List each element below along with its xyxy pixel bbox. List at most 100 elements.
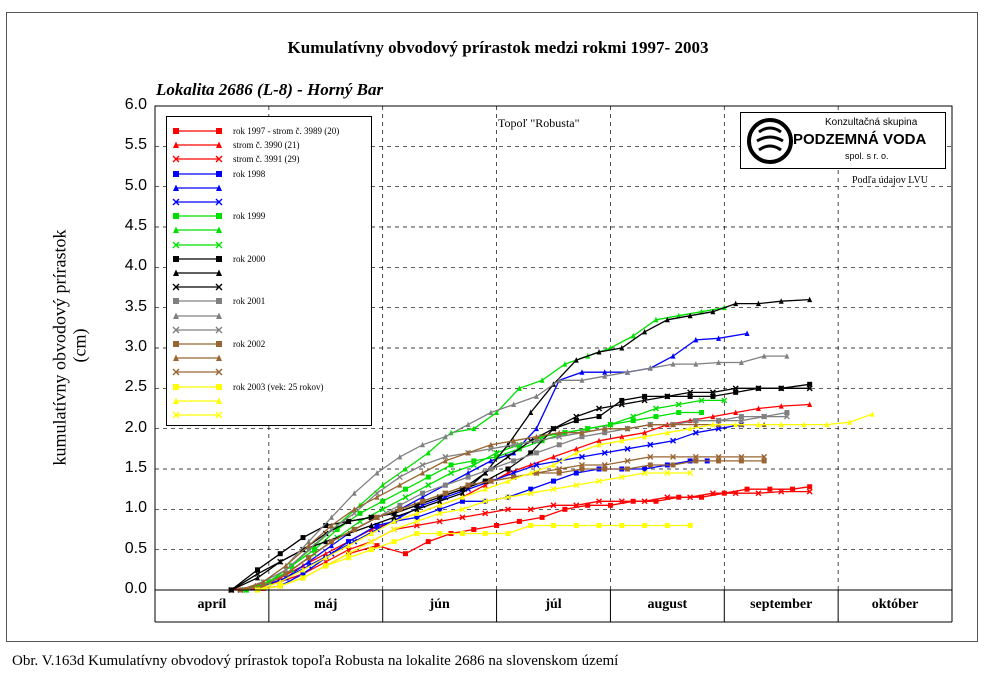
data-point xyxy=(216,269,222,276)
data-point xyxy=(505,466,511,472)
data-point xyxy=(539,514,545,520)
data-point xyxy=(556,442,562,448)
data-point xyxy=(778,385,785,392)
data-point xyxy=(755,421,761,428)
data-point xyxy=(172,411,180,419)
legend-swatch xyxy=(173,383,222,390)
data-point xyxy=(738,414,744,420)
data-point xyxy=(215,326,223,334)
legend-label: strom č. 3991 (29) xyxy=(233,154,300,165)
data-point xyxy=(585,502,591,508)
data-point xyxy=(397,453,403,460)
data-point xyxy=(573,357,579,363)
data-point xyxy=(322,562,329,569)
source-note: Podľa údajov LVU xyxy=(852,175,928,186)
data-point xyxy=(459,514,466,521)
data-point xyxy=(755,300,761,307)
data-point xyxy=(624,457,631,464)
data-point xyxy=(215,368,223,376)
data-point xyxy=(687,470,694,477)
data-point xyxy=(351,490,357,496)
data-point xyxy=(283,562,289,569)
data-point xyxy=(778,403,784,409)
legend-swatch xyxy=(172,326,223,334)
legend-entry xyxy=(167,224,373,238)
data-point xyxy=(692,453,699,460)
y-tick-label: 4.0 xyxy=(124,257,147,275)
data-point xyxy=(396,506,403,513)
data-point xyxy=(602,425,608,432)
data-point xyxy=(260,578,266,585)
legend-entry: rok 2003 (vek: 25 rokov) xyxy=(167,381,373,395)
data-point xyxy=(738,359,744,366)
legend-swatch xyxy=(173,170,222,177)
data-point xyxy=(596,498,603,505)
data-point xyxy=(173,213,179,220)
data-point xyxy=(738,453,745,460)
x-tick-label: apríl xyxy=(197,597,227,612)
legend-swatch xyxy=(173,141,222,149)
data-point xyxy=(351,526,358,533)
data-point xyxy=(328,514,334,520)
series-line xyxy=(240,423,765,591)
data-point xyxy=(579,434,585,440)
legend-swatch xyxy=(172,283,223,291)
data-point xyxy=(528,486,534,492)
data-point xyxy=(442,482,448,488)
legend-swatch xyxy=(172,155,223,163)
data-point xyxy=(351,506,357,512)
data-point xyxy=(784,410,790,416)
data-point xyxy=(573,482,580,489)
data-point xyxy=(357,510,363,516)
data-point xyxy=(551,522,556,528)
data-point xyxy=(397,482,403,488)
data-point xyxy=(551,461,556,468)
data-point xyxy=(173,269,179,276)
data-point xyxy=(425,482,432,489)
legend-label: strom č. 3990 (21) xyxy=(233,140,300,151)
legend: rok 1997 - strom č. 3989 (20) strom č. 39… xyxy=(166,116,372,426)
data-point xyxy=(556,466,563,472)
data-point xyxy=(173,184,179,191)
data-point xyxy=(465,474,471,480)
data-point xyxy=(334,527,340,532)
data-point xyxy=(801,421,807,428)
legend-label: rok 2002 xyxy=(233,339,266,349)
data-point xyxy=(465,482,472,489)
legend-swatch xyxy=(173,269,222,276)
data-point xyxy=(494,522,500,528)
data-point xyxy=(420,441,426,448)
series-18 xyxy=(254,522,693,593)
data-point xyxy=(374,494,380,500)
data-point xyxy=(647,421,653,428)
series-17 xyxy=(237,453,768,593)
data-point xyxy=(619,345,625,351)
data-point xyxy=(687,458,693,464)
data-point xyxy=(709,389,716,396)
series-19 xyxy=(254,411,875,593)
y-tick-label: 6.0 xyxy=(124,96,147,113)
data-point xyxy=(618,474,625,481)
data-point xyxy=(414,506,420,512)
data-point xyxy=(670,462,676,468)
logo-main-text: PODZEMNÁ VODA xyxy=(793,131,927,148)
data-point xyxy=(698,397,705,404)
data-point xyxy=(675,401,682,408)
data-point xyxy=(733,409,739,416)
data-point xyxy=(721,397,728,404)
data-point xyxy=(402,486,408,492)
legend-swatch xyxy=(172,198,223,206)
data-point xyxy=(670,421,676,428)
legend-entry: rok 2001 xyxy=(167,295,373,309)
data-point xyxy=(368,538,375,545)
y-tick-label: 1.5 xyxy=(124,459,147,476)
data-point xyxy=(647,365,653,371)
data-point xyxy=(482,531,488,537)
data-point xyxy=(778,298,784,304)
data-point xyxy=(448,470,455,477)
data-point xyxy=(254,570,261,577)
data-point xyxy=(710,421,716,428)
data-point xyxy=(420,490,426,496)
y-tick-label: 3.5 xyxy=(124,297,147,315)
data-point xyxy=(573,449,579,456)
